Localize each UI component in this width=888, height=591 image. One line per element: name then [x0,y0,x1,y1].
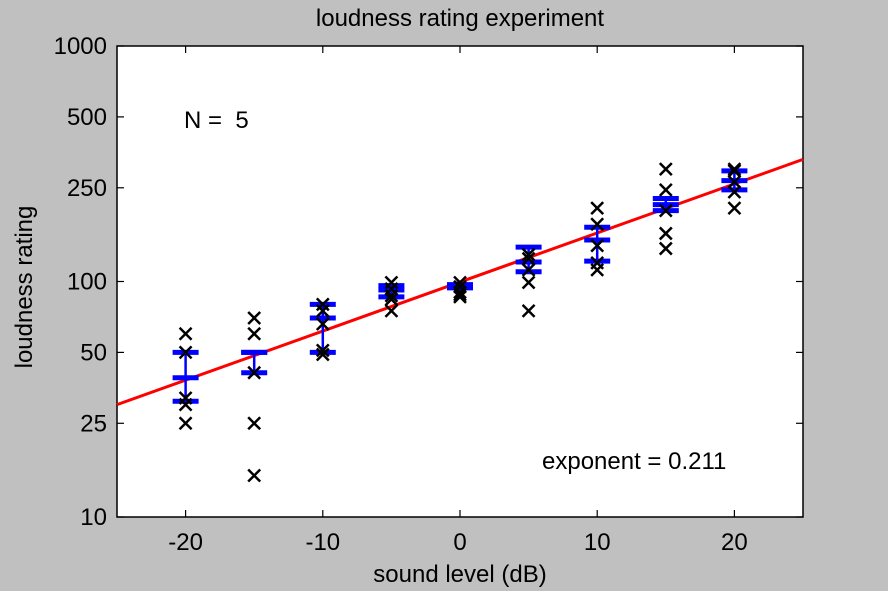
rating-point [521,304,536,318]
y-tick-label: 50 [80,339,107,366]
x-tick-label: 10 [584,529,611,556]
rating-point [658,226,673,241]
rating-point [727,174,742,189]
rating-point [178,326,193,341]
rating-point [247,365,262,380]
axis-ticks: -20 -10 0 10 20 10 25 50 100 250 500 1000 [54,33,803,556]
rating-point [590,263,605,277]
x-tick-label: -20 [168,529,203,556]
y-tick-label: 25 [80,410,107,437]
y-tick-label: 1000 [54,33,107,60]
x-axis-label: sound level (dB) [373,561,546,588]
rating-point [521,275,536,290]
rating-point [590,217,605,232]
x-tick-label: -10 [305,529,340,556]
rating-point [178,345,193,360]
x-tick-label: 0 [453,529,466,556]
rating-point [178,397,193,412]
rating-point [247,311,262,325]
rating-point [247,326,262,341]
y-tick-label: 500 [67,104,107,131]
rating-point [521,251,536,266]
y-tick-label: 10 [80,504,107,531]
y-tick-label: 100 [67,269,107,296]
rating-point [315,343,330,358]
rating-point [384,304,399,318]
rating-point [247,416,262,431]
rating-point [521,263,536,277]
rating-point [658,162,673,177]
rating-point [384,292,399,307]
rating-point [453,290,467,304]
x-tick-label: 20 [721,529,748,556]
rating-point [315,317,330,331]
rating-point [247,468,262,483]
rating-points-group [178,162,742,483]
rating-point [727,185,742,199]
rating-point [727,201,742,215]
rating-point [658,182,673,197]
rating-point [521,247,536,262]
rating-point [178,416,193,431]
sample-size-annotation: N = 5 [184,107,249,134]
rating-point [453,287,467,302]
rating-point [384,288,399,303]
y-axis-label: loudness rating [11,206,38,369]
exponent-annotation: exponent = 0.211 [542,448,726,475]
rating-point [315,304,330,318]
rating-point [590,201,605,215]
rating-point [590,238,605,253]
chart-title: loudness rating experiment [316,5,604,32]
rating-point [315,347,330,362]
rating-point [453,285,467,300]
rating-point [727,163,742,178]
y-tick-label: 250 [67,175,107,202]
rating-point [658,203,673,218]
rating-point [658,241,673,256]
